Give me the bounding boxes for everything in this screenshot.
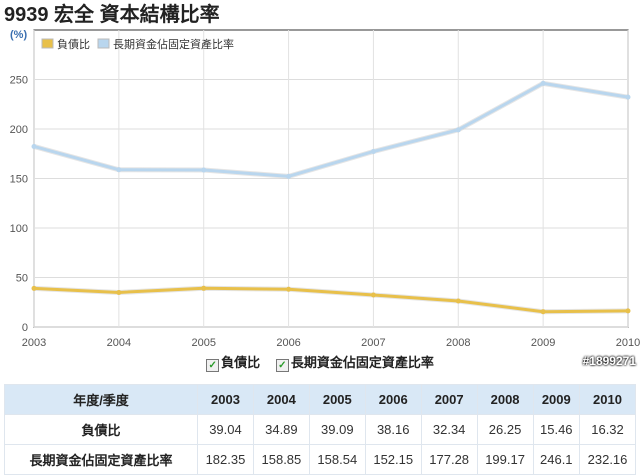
legend-label: 負債比 (57, 37, 90, 51)
cell: 34.89 (252, 414, 310, 445)
data-table: 年度/季度 2003 2004 2005 2006 2007 2008 2009… (4, 384, 636, 475)
data-point (116, 167, 122, 173)
cell: 15.46 (532, 414, 581, 445)
x-tick-label: 2003 (22, 337, 46, 349)
cell: 158.85 (252, 444, 310, 475)
year-header: 2006 (364, 384, 422, 415)
x-tick-label: 2006 (276, 337, 300, 349)
year-header: 2009 (532, 384, 581, 415)
data-point (540, 80, 546, 86)
data-point (286, 173, 292, 179)
cell: 158.54 (308, 444, 366, 475)
series-line-1 (33, 81, 629, 178)
data-point (625, 308, 631, 314)
header-label: 年度/季度 (4, 384, 198, 415)
data-point (116, 289, 122, 295)
table-row: 長期資金佔固定資產比率 182.35 158.85 158.54 152.15 … (4, 444, 636, 475)
checkbox-icon[interactable]: ✓ (206, 359, 220, 372)
x-tick-label: 2009 (531, 337, 555, 349)
data-point (370, 292, 376, 298)
row-label: 負債比 (4, 414, 198, 445)
watermark: #1899271 (582, 354, 636, 368)
page-title: 9939 宏全 資本結構比率 (4, 4, 220, 26)
x-tick-label: 2007 (361, 337, 385, 349)
data-point (455, 298, 461, 304)
year-header: 2010 (579, 384, 636, 415)
x-tick-label: 2005 (191, 337, 215, 349)
data-point (201, 285, 207, 291)
x-tick-label: 2004 (107, 337, 131, 349)
toggle-debt-ratio[interactable]: ✓ 負債比 (206, 355, 261, 372)
cell: 26.25 (476, 414, 534, 445)
cell: 177.28 (420, 444, 478, 475)
data-point (455, 127, 461, 133)
data-point (625, 94, 631, 100)
y-tick-label: 0 (22, 322, 28, 334)
cell: 152.15 (364, 444, 422, 475)
cell: 232.16 (579, 444, 636, 475)
year-header: 2004 (252, 384, 310, 415)
data-point (201, 167, 207, 173)
y-tick-label: 50 (16, 273, 28, 285)
y-tick-label: 150 (10, 174, 28, 186)
x-tick-label: 2010 (616, 337, 640, 349)
year-header: 2005 (308, 384, 366, 415)
cell: 182.35 (197, 444, 254, 475)
toggle-label: 長期資金佔固定資產比率 (290, 355, 434, 370)
line-chart: 0 50 100 150 200 250 2003 2004 2005 2006 2007 2008 2… (10, 29, 640, 349)
row-label: 長期資金佔固定資產比率 (4, 444, 198, 475)
series-toggle-legend: ✓ 負債比 ✓ 長期資金佔固定資產比率 (150, 352, 490, 372)
year-header: 2007 (420, 384, 478, 415)
y-tick-label: 250 (10, 75, 28, 87)
toggle-label: 負債比 (221, 355, 261, 370)
y-tick-label: 200 (10, 124, 28, 136)
x-tick-label: 2008 (446, 337, 470, 349)
checkbox-icon[interactable]: ✓ (275, 359, 289, 372)
cell: 246.1 (532, 444, 581, 475)
cell: 39.09 (308, 414, 366, 445)
year-header: 2008 (476, 384, 534, 415)
y-axis-unit: (%) (10, 29, 28, 41)
data-point (31, 143, 37, 149)
legend-label: 長期資金佔固定資產比率 (113, 37, 234, 51)
year-header: 2003 (197, 384, 254, 415)
cell: 32.34 (420, 414, 478, 445)
table-row: 負債比 39.04 34.89 39.09 38.16 32.34 26.25 … (4, 414, 636, 445)
legend-swatch (41, 38, 54, 49)
legend-swatch (97, 38, 110, 49)
y-tick-label: 100 (10, 223, 28, 235)
cell: 199.17 (476, 444, 534, 475)
series-line-0 (33, 286, 629, 314)
cell: 39.04 (197, 414, 254, 445)
data-point (370, 148, 376, 154)
cell: 16.32 (579, 414, 636, 445)
cell: 38.16 (364, 414, 422, 445)
data-point (540, 309, 546, 315)
data-point (31, 285, 37, 291)
toggle-longterm-ratio[interactable]: ✓ 長期資金佔固定資產比率 (275, 355, 434, 372)
table-header-row: 年度/季度 2003 2004 2005 2006 2007 2008 2009… (4, 384, 636, 415)
data-point (286, 286, 292, 292)
